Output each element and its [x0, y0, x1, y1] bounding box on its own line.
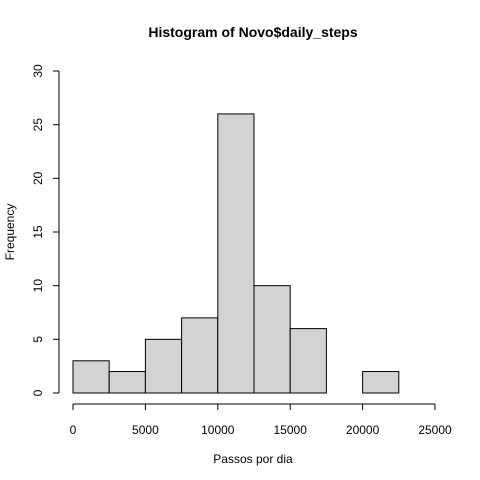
chart-title: Histogram of Novo$daily_steps — [148, 24, 357, 40]
histogram-bar-8 — [362, 371, 400, 394]
x-axis: 0 5000 10000 15000 20000 25000 — [70, 403, 452, 437]
x-tick-label-3: 15000 — [274, 423, 308, 437]
y-tick-label-3: 15 — [31, 225, 45, 239]
histogram-bar-5 — [253, 285, 291, 394]
x-tick-label-2: 10000 — [201, 423, 235, 437]
y-tick-label-4: 20 — [31, 171, 45, 185]
y-axis-label: Frequency — [3, 204, 17, 261]
y-tick-label-6: 30 — [31, 64, 45, 78]
bars-group — [72, 113, 400, 394]
y-tick-label-0: 0 — [31, 389, 45, 396]
histogram-bar-4 — [217, 113, 255, 394]
x-tick-label-0: 0 — [70, 423, 77, 437]
histogram-bar-3 — [181, 317, 219, 394]
x-tick-label-1: 5000 — [132, 423, 159, 437]
histogram-bar-1 — [108, 371, 146, 394]
y-tick-label-1: 5 — [31, 336, 45, 343]
x-tick-label-5: 25000 — [418, 423, 452, 437]
y-axis: 0 5 10 15 20 25 30 — [31, 64, 60, 396]
histogram-bar-0 — [72, 360, 110, 394]
y-tick-label-5: 25 — [31, 118, 45, 132]
histogram-bar-2 — [144, 338, 183, 394]
y-tick-label-2: 10 — [31, 279, 45, 293]
histogram-bar-6 — [289, 328, 327, 394]
x-tick-label-4: 20000 — [346, 423, 380, 437]
x-axis-label: Passos por dia — [213, 452, 293, 466]
